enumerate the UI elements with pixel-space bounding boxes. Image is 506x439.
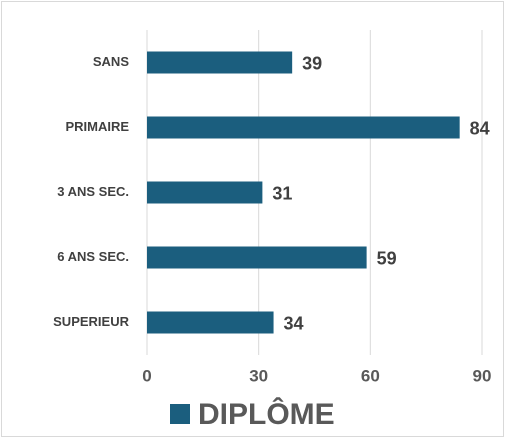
- x-tick-label: 0: [142, 366, 151, 385]
- bar: [147, 246, 367, 269]
- x-tick-label: 60: [361, 366, 380, 385]
- data-label: 39: [302, 53, 322, 73]
- y-tick-label: PRIMAIRE: [65, 119, 129, 134]
- bar: [147, 116, 460, 139]
- y-tick-label: 3 ANS SEC.: [57, 184, 129, 199]
- data-label: 84: [470, 118, 490, 138]
- y-tick-label: SANS: [93, 54, 129, 69]
- legend-label: DIPLÔME: [198, 397, 335, 431]
- y-tick-label: 6 ANS SEC.: [57, 249, 129, 264]
- y-tick-label: SUPERIEUR: [53, 314, 129, 329]
- data-label: 59: [377, 248, 397, 268]
- x-tick-label: 90: [473, 366, 492, 385]
- x-tick-label: 30: [249, 366, 268, 385]
- data-label: 31: [272, 183, 292, 203]
- bar: [147, 51, 293, 74]
- legend-swatch: [170, 404, 190, 424]
- data-label: 34: [284, 313, 304, 333]
- bar: [147, 181, 263, 204]
- bar: [147, 311, 274, 334]
